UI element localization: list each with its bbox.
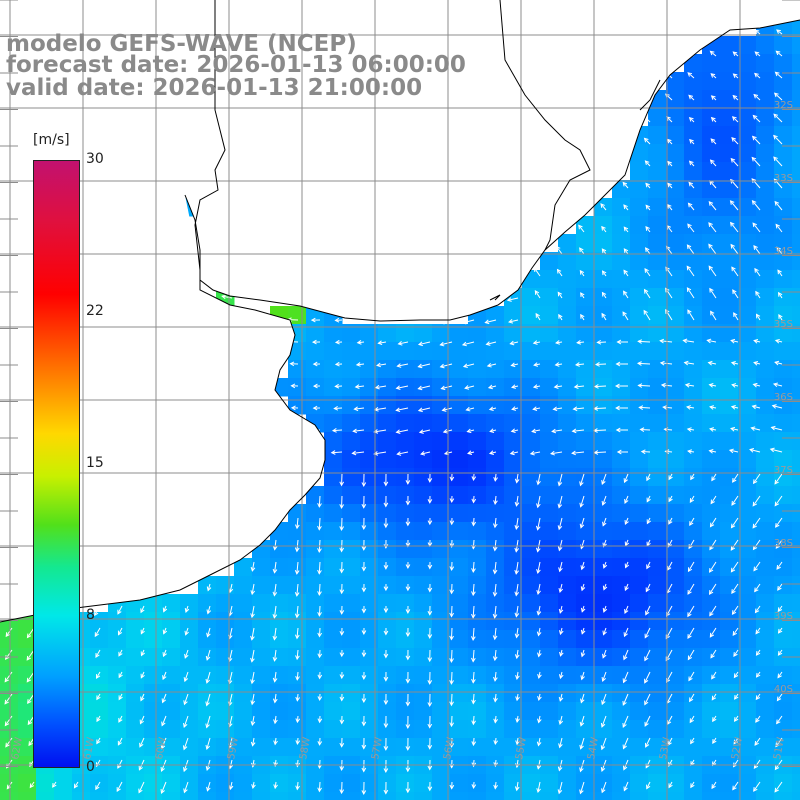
latitude-label: 35S	[774, 319, 793, 330]
longitude-label: 53W	[658, 736, 673, 760]
longitude-label: 59W	[226, 736, 241, 760]
longitude-label: 52W	[730, 736, 745, 760]
longitude-label: 55W	[514, 736, 529, 760]
title-forecast-date: forecast date: 2026-01-13 06:00:00	[6, 52, 466, 78]
latitude-label: 39S	[774, 611, 793, 622]
latitude-label: 40S	[774, 684, 793, 695]
coastline	[0, 0, 800, 623]
title-valid-date: valid date: 2026-01-13 21:00:00	[6, 75, 423, 101]
longitude-label: 62W	[10, 736, 25, 760]
longitude-label: 56W	[442, 736, 457, 760]
colorbar-tick-30: 30	[86, 151, 104, 167]
latitude-label: 38S	[774, 538, 793, 549]
land-north	[0, 0, 800, 321]
colorbar-tick-15: 15	[86, 455, 104, 471]
longitude-labels: 62W 61W 60W 59W 58W 57W 56W 55W 54W 53W 52W 51W	[10, 736, 787, 760]
latitude-label: 36S	[774, 392, 793, 403]
longitude-label: 51W	[772, 736, 787, 760]
colorbar-unit: [m/s]	[33, 132, 70, 148]
land-west-coast	[0, 195, 325, 622]
longitude-label: 54W	[586, 736, 601, 760]
latitude-labels: 32S 33S 34S 35S 36S 37S 38S 39S 40S	[774, 100, 793, 695]
land-mask	[0, 0, 800, 622]
wind-arrows	[4, 29, 783, 796]
colorbar	[33, 160, 80, 768]
latitude-label: 37S	[774, 465, 793, 476]
latitude-label: 32S	[774, 100, 793, 111]
latitude-label: 33S	[774, 173, 793, 184]
longitude-label: 58W	[298, 736, 313, 760]
longitude-label: 61W	[82, 736, 97, 760]
colorbar-tick-8: 8	[86, 607, 95, 623]
title-model: modelo GEFS-WAVE (NCEP)	[6, 31, 357, 57]
colorbar-tick-0: 0	[86, 759, 95, 775]
longitude-label: 60W	[154, 736, 169, 760]
latitude-label: 34S	[774, 246, 793, 257]
longitude-label: 57W	[370, 736, 385, 760]
colorbar-tick-22: 22	[86, 303, 104, 319]
